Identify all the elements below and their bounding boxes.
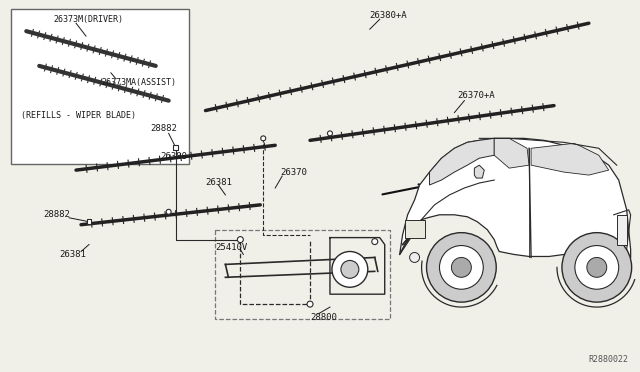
Polygon shape	[429, 138, 494, 185]
Text: 26381: 26381	[205, 177, 232, 186]
Circle shape	[332, 251, 368, 287]
Text: 26370: 26370	[280, 168, 307, 177]
Circle shape	[426, 232, 496, 302]
Circle shape	[307, 301, 313, 307]
Circle shape	[587, 257, 607, 277]
Circle shape	[451, 257, 471, 277]
Text: 26373M(DRIVER): 26373M(DRIVER)	[53, 15, 123, 24]
Circle shape	[575, 246, 619, 289]
Bar	[173, 145, 178, 150]
Text: 26381: 26381	[59, 250, 86, 259]
Text: 26380+A: 26380+A	[370, 11, 408, 20]
Bar	[216, 230, 390, 319]
Text: 26373MA(ASSIST): 26373MA(ASSIST)	[101, 78, 176, 87]
Polygon shape	[399, 138, 630, 267]
Circle shape	[237, 237, 243, 243]
Circle shape	[260, 136, 266, 141]
Circle shape	[562, 232, 632, 302]
Text: 26380: 26380	[161, 152, 188, 161]
Text: 25410V: 25410V	[216, 243, 248, 252]
Circle shape	[166, 209, 171, 214]
Polygon shape	[494, 138, 529, 168]
Bar	[404, 220, 424, 238]
Text: 28882: 28882	[44, 210, 70, 219]
Circle shape	[440, 246, 483, 289]
Circle shape	[328, 131, 332, 136]
Text: 28800: 28800	[310, 312, 337, 321]
Text: 28882: 28882	[151, 124, 178, 133]
Circle shape	[341, 260, 359, 278]
Text: (REFILLS - WIPER BLADE): (REFILLS - WIPER BLADE)	[21, 111, 136, 120]
Polygon shape	[474, 165, 484, 178]
Text: R2880022: R2880022	[589, 355, 628, 364]
Bar	[617, 215, 627, 244]
Text: 26370+A: 26370+A	[458, 91, 495, 100]
Bar	[86, 219, 92, 224]
Polygon shape	[531, 143, 609, 175]
Circle shape	[410, 253, 420, 262]
Bar	[11, 9, 189, 164]
Circle shape	[372, 238, 378, 244]
